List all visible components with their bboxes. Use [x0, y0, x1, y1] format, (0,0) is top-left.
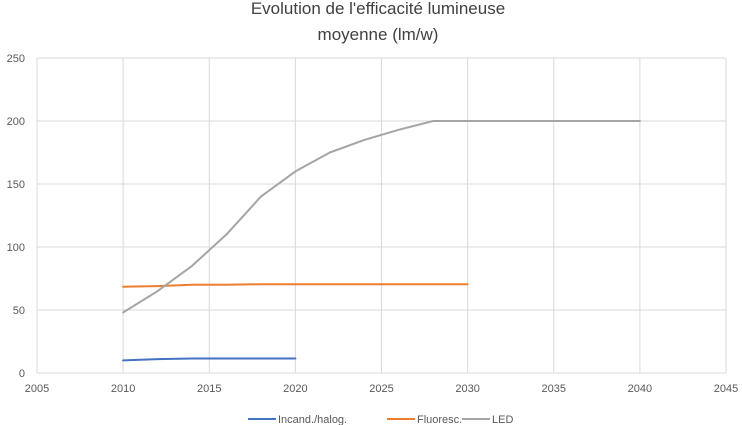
x-tick-label: 2035: [542, 383, 566, 395]
x-tick-label: 2030: [455, 383, 479, 395]
chart-title-line-1: Evolution de l'efficacité lumineuse: [251, 0, 505, 18]
y-tick-label: 150: [7, 179, 25, 191]
y-tick-label: 100: [7, 242, 25, 254]
chart-title: Evolution de l'efficacité lumineuse moye…: [251, 0, 505, 44]
x-tick-label: 2005: [25, 383, 49, 395]
series-line-led: [122, 120, 641, 314]
x-tick-label: 2015: [197, 383, 221, 395]
legend-label: Fluoresc.: [417, 414, 462, 425]
y-tick-label: 50: [13, 305, 25, 317]
series-line-fluoresc: [122, 283, 469, 288]
legend-label: LED: [492, 414, 513, 425]
x-tick-label: 2010: [111, 383, 135, 395]
x-tick-label: 2025: [369, 383, 393, 395]
y-tick-label: 0: [19, 368, 25, 380]
gridlines: [36, 57, 727, 374]
legend: Incand./halog. Fluoresc. LED: [248, 414, 513, 425]
y-tick-label: 250: [7, 53, 25, 65]
chart-title-line-2: moyenne (lm/w): [318, 25, 439, 44]
series-line-incand-halog: [122, 357, 297, 362]
x-tick-label: 2045: [714, 383, 738, 395]
y-tick-label: 200: [7, 116, 25, 128]
x-tick-label: 2040: [628, 383, 652, 395]
x-axis-ticks: 2005 2010 2015 2020 2025 2030 2035 2040 2045: [25, 383, 738, 395]
legend-label: Incand./halog.: [278, 414, 347, 425]
x-tick-label: 2020: [283, 383, 307, 395]
y-axis-ticks: 0 50 100 150 200 250: [7, 53, 25, 380]
series-lines: [122, 120, 641, 362]
